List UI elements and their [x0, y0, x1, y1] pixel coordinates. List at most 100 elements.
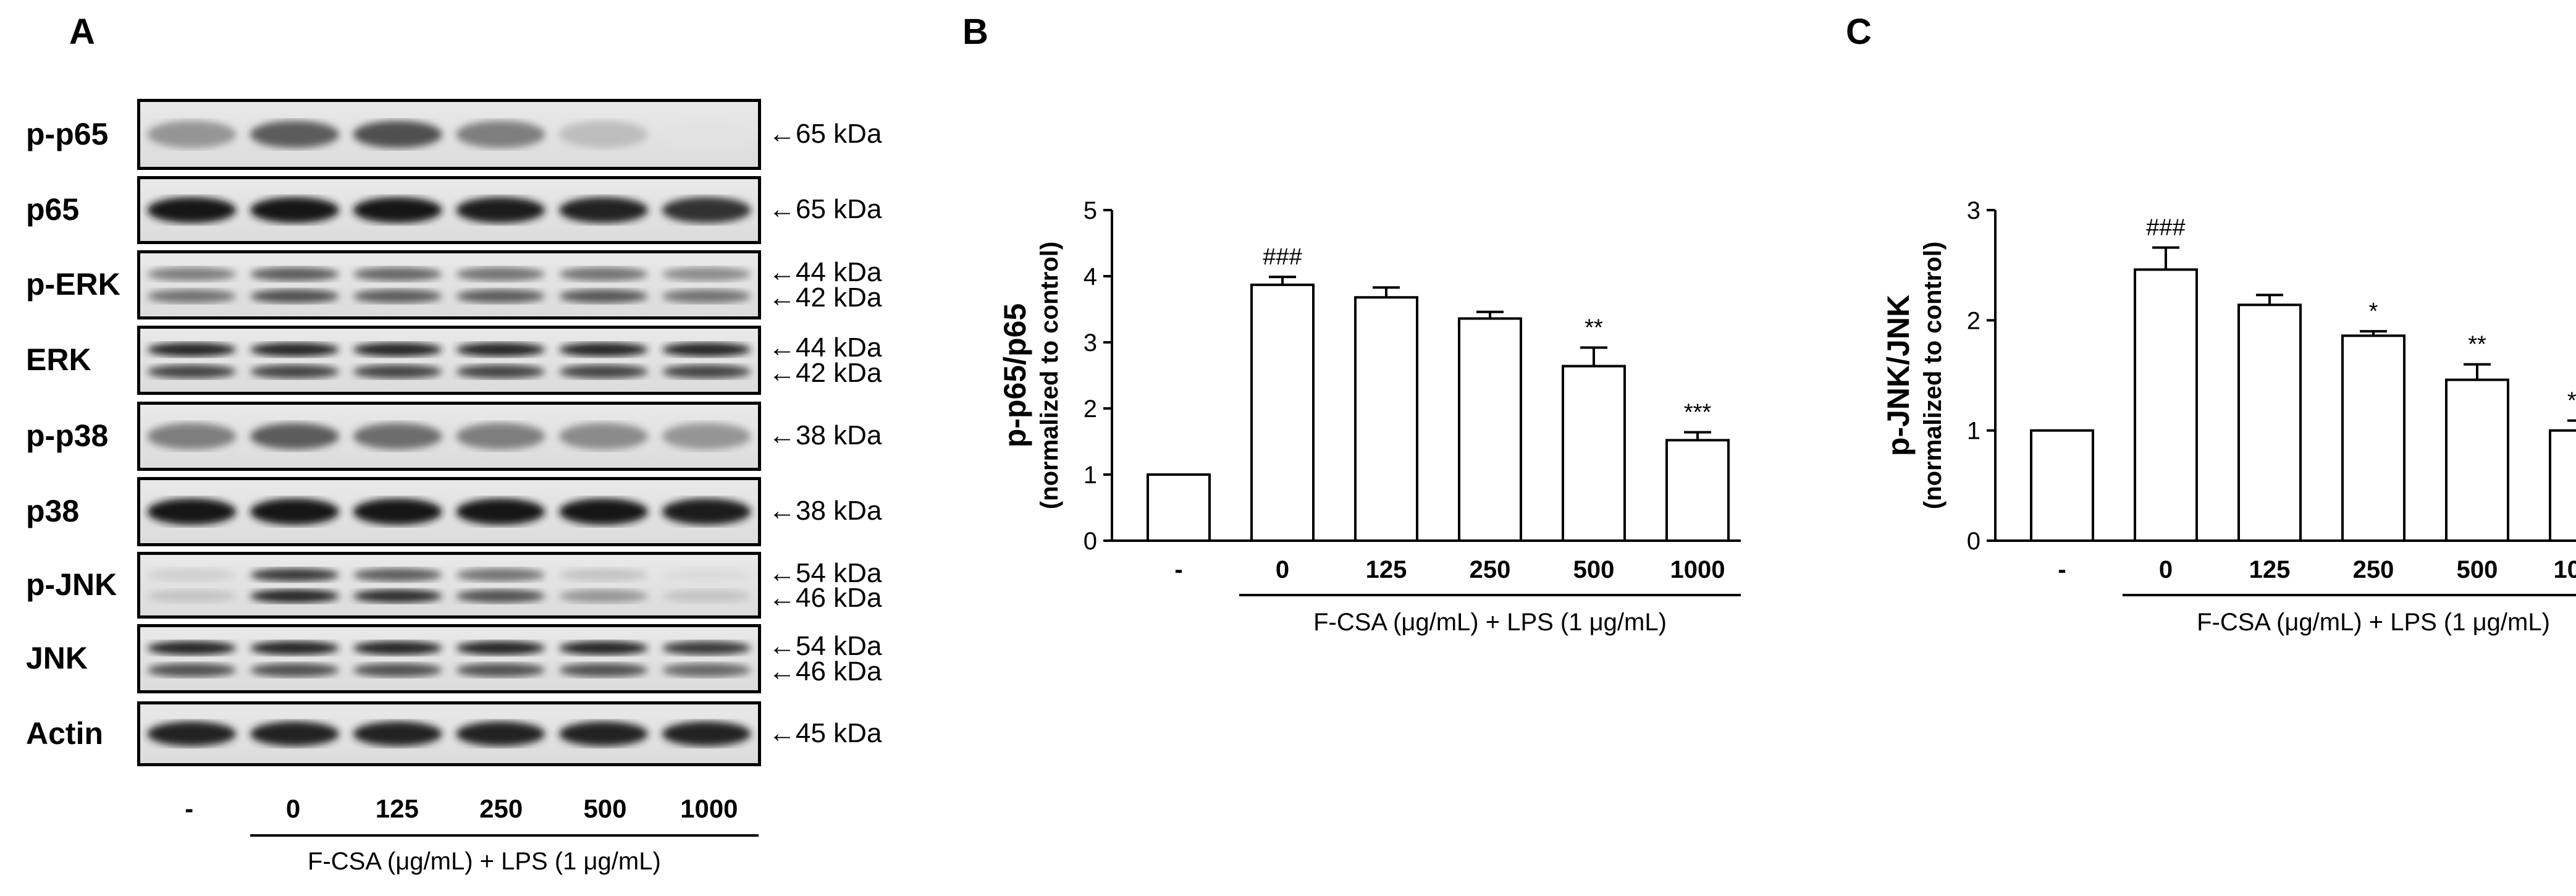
kda-marker: ←65 kDa — [768, 118, 882, 149]
blot-band — [662, 641, 751, 655]
y-tick-label: 0 — [1967, 528, 1980, 555]
y-tick-label: 3 — [1084, 329, 1097, 357]
blot-label: ERK — [26, 342, 91, 377]
blot-band — [662, 342, 751, 357]
y-tick-label: 1 — [1084, 462, 1097, 489]
blot-band — [250, 342, 339, 357]
kda-marker: ←42 kDa — [768, 358, 882, 389]
y-axis-sublabel: (normalized to control) — [1919, 242, 1947, 509]
x-tick-label: 250 — [2353, 556, 2394, 583]
blot-band — [250, 568, 339, 582]
blot-band — [456, 267, 545, 281]
y-tick-label: 1 — [1967, 418, 1980, 445]
blot-band — [662, 365, 751, 379]
blot-band — [250, 423, 339, 450]
blot-band — [250, 721, 339, 746]
blot-band — [250, 663, 339, 677]
blot-band — [353, 197, 442, 223]
blot-label: p-p38 — [26, 418, 109, 453]
blot-band — [559, 641, 648, 655]
kda-marker: ←46 kDa — [768, 656, 882, 687]
blot-band — [662, 197, 751, 223]
blot-band — [662, 267, 751, 281]
y-tick-label: 5 — [1084, 197, 1097, 224]
blot-band — [559, 663, 648, 677]
blot-strip — [137, 477, 761, 546]
significance-label: ** — [1585, 315, 1603, 341]
blot-band — [456, 197, 545, 223]
blot-label: p-p65 — [26, 116, 109, 151]
blot-band — [147, 267, 237, 281]
kda-marker: ←44 kDa — [768, 332, 882, 363]
blot-strip — [137, 624, 761, 693]
blot-band — [662, 589, 751, 603]
treatment-bracket-line — [250, 834, 759, 837]
blot-band — [559, 267, 648, 281]
blot-band — [353, 267, 442, 281]
blot-label: p38 — [26, 494, 80, 528]
bar — [1562, 365, 1626, 542]
bar — [2445, 378, 2509, 542]
kda-marker: ←38 kDa — [768, 496, 882, 526]
y-tick-label: 2 — [1084, 395, 1097, 423]
x-tick-label: 500 — [2457, 556, 2498, 583]
blot-band — [147, 365, 237, 379]
blot-band — [250, 120, 339, 148]
panel-c-letter: C — [1846, 12, 1872, 52]
lane-label: 250 — [479, 794, 523, 823]
x-tick-label: - — [2058, 556, 2066, 583]
blot-band — [662, 663, 751, 677]
significance-label: *** — [2567, 388, 2576, 414]
blot-strip — [137, 99, 761, 170]
blot-band — [353, 342, 442, 357]
bar — [2030, 429, 2094, 542]
bar — [2237, 303, 2302, 542]
blot-strip — [137, 701, 761, 766]
blot-band — [147, 423, 237, 450]
blot-band — [353, 423, 442, 450]
blot-label: p-JNK — [26, 567, 117, 602]
bar — [1665, 439, 1730, 542]
x-tick-label: 1000 — [2554, 556, 2576, 583]
significance-label: * — [2369, 298, 2378, 324]
x-tick-label: 1000 — [1670, 556, 1725, 583]
blot-strip — [137, 176, 761, 244]
blot-band — [353, 289, 442, 303]
treatment-caption: F-CSA (μg/mL) + LPS (1 μg/mL) — [2197, 609, 2550, 636]
kda-marker: ←44 kDa — [768, 256, 882, 287]
lane-label: 125 — [375, 794, 419, 823]
y-axis-label: p-JNK/JNK — [1881, 295, 1916, 456]
blot-band — [147, 197, 237, 223]
blot-band — [353, 721, 442, 746]
blot-band — [147, 663, 237, 677]
significance-label: ** — [2468, 332, 2486, 358]
treatment-caption: F-CSA (μg/mL) + LPS (1 μg/mL) — [308, 848, 661, 875]
significance-label: *** — [1684, 400, 1712, 426]
blot-label: Actin — [26, 716, 103, 751]
y-tick-label: 0 — [1084, 528, 1097, 555]
blot-band — [456, 365, 545, 379]
bar — [2134, 268, 2198, 543]
blot-band — [456, 663, 545, 677]
blot-band — [353, 589, 442, 603]
blot-band — [559, 589, 648, 603]
bar — [1458, 317, 1522, 542]
blot-band — [250, 498, 339, 525]
x-tick-label: 250 — [1470, 556, 1511, 583]
blot-band — [456, 423, 545, 450]
blot-band — [559, 568, 648, 582]
significance-label: ### — [1263, 244, 1302, 270]
blot-band — [456, 568, 545, 582]
panel-a-letter: A — [69, 12, 95, 52]
blot-band — [456, 641, 545, 655]
blot-band — [456, 342, 545, 357]
blot-band — [456, 120, 545, 148]
bar — [2341, 334, 2406, 543]
lane-label: - — [185, 794, 194, 823]
blot-band — [147, 120, 237, 148]
blot-band — [662, 568, 751, 582]
blot-band — [559, 498, 648, 525]
jnk-bar-chart: 0 1 2 3 - ### 0 125 * 250 ** 500 *** 1000 F-CSA (μg/mL… — [1881, 197, 2576, 636]
x-tick-label: 500 — [1573, 556, 1615, 583]
